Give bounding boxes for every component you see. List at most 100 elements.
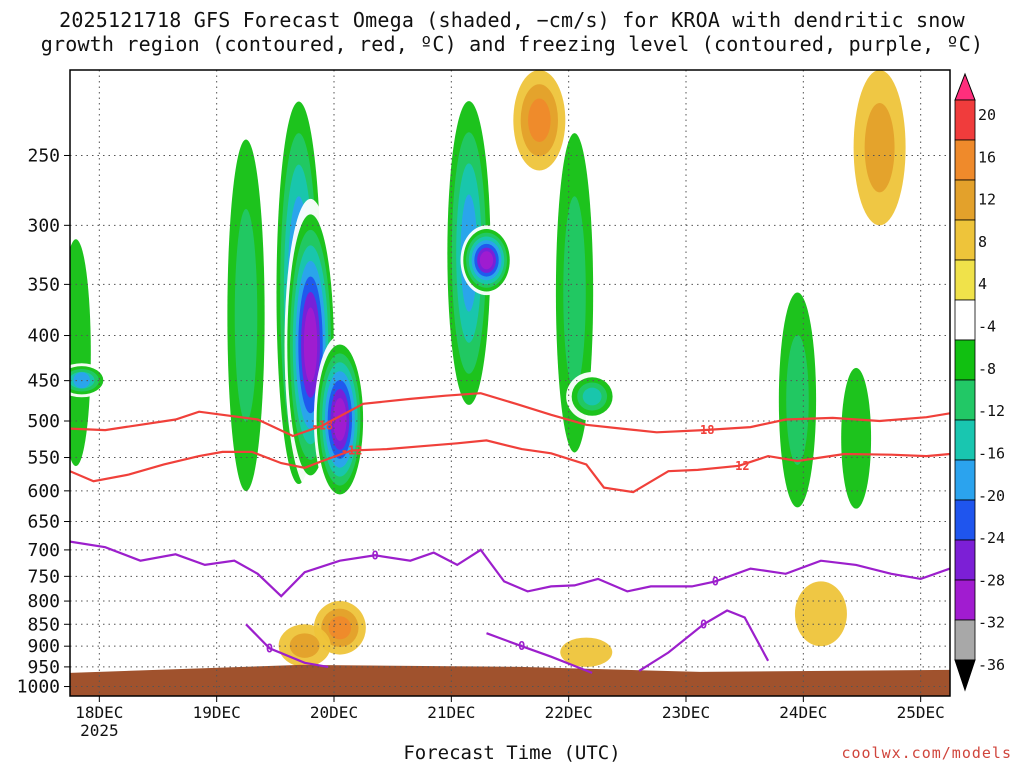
y-tick-label-1000: 1000: [17, 677, 60, 698]
y-tick-label-500: 500: [27, 411, 60, 432]
y-tick-label-550: 550: [27, 448, 60, 469]
omega-cell-14-0: [560, 637, 613, 667]
y-tick-label-950: 950: [27, 657, 60, 678]
omega-cell-15-0: [794, 581, 847, 647]
colorbar-box-2: [954, 179, 976, 221]
colorbar-bottom-arrow: [954, 659, 976, 692]
colorbar-box-1: [954, 139, 976, 181]
omega-cell-17-1: [864, 103, 895, 193]
colorbar-label-11: -28: [978, 571, 1005, 589]
y-tick-label-300: 300: [27, 215, 60, 236]
colorbar-label-5: -4: [978, 318, 996, 336]
colorbar-label-0: 20: [978, 106, 996, 124]
omega-cell-5-7: [333, 397, 347, 441]
colorbar-label-3: 8: [978, 233, 987, 251]
dendritic-contour-label-1: -12: [341, 443, 363, 457]
colorbar-box-6: [954, 339, 976, 381]
x-tick-label-19DEC: 19DEC: [193, 703, 241, 722]
colorbar-top-arrow: [954, 72, 976, 101]
grid-lines: [70, 70, 950, 696]
dendritic-contour-1: [70, 439, 950, 494]
freezing-contour-label-3: 0: [700, 617, 707, 631]
omega-cell-16-2: [528, 98, 551, 143]
freezing-contour-0: [70, 540, 950, 598]
colorbar-box-5: [954, 299, 976, 341]
y-tick-label-700: 700: [27, 540, 60, 561]
dendritic-contour-0: [70, 392, 950, 438]
x-tick-label-18DEC: 18DEC: [75, 703, 123, 722]
colorbar-label-6: -8: [978, 360, 996, 378]
freezing-contour-label-2: 0: [518, 639, 525, 653]
omega-cell-0-1: [70, 239, 91, 467]
freezing-contour-label-1: 0: [266, 641, 273, 655]
omega-cell-9-3: [582, 387, 602, 406]
omega-cell-13-1: [289, 633, 320, 658]
y-tick-label-450: 450: [27, 371, 60, 392]
colorbar-label-1: 16: [978, 148, 996, 166]
y-axis: 2503003504004505005506006507007508008509…: [17, 145, 70, 698]
freezing-contour-1: [245, 623, 329, 668]
colorbar-box-8: [954, 419, 976, 461]
colorbar-box-4: [954, 259, 976, 301]
colorbar-box-0: [954, 99, 976, 141]
colorbar-label-13: -36: [978, 656, 1005, 674]
colorbar-box-10: [954, 499, 976, 541]
y-tick-label-250: 250: [27, 145, 60, 166]
chart-title: 2025121718 GFS Forecast Omega (shaded, −…: [0, 8, 1024, 56]
omega-cell-11-1: [841, 367, 872, 509]
colorbar-box-7: [954, 379, 976, 421]
colorbar-label-12: -32: [978, 614, 1005, 632]
ground-surface: [70, 664, 950, 696]
freezing-contour-label-0: 0: [371, 548, 378, 562]
y-tick-label-750: 750: [27, 566, 60, 587]
omega-cell-7-7: [479, 251, 494, 270]
plot-frame: [69, 69, 951, 697]
colorbar-box-13: [954, 619, 976, 661]
x-tick-label-22DEC: 22DEC: [545, 703, 593, 722]
omega-cell-12-2: [328, 616, 352, 640]
omega-cell-2-2: [234, 209, 258, 422]
x-axis: 18DEC 19DEC 20DEC 21DEC 22DEC 23DEC 24DEC 25DEC…: [75, 696, 945, 740]
colorbar: 20 16 12 8 4 -4 -8 -12 -16 -20 -24 -28 -32 -36: [954, 72, 1005, 692]
chart-title-line2: growth region (contoured, red, ºC) and f…: [40, 32, 984, 56]
y-tick-label-400: 400: [27, 326, 60, 347]
freezing-contour-2: [486, 632, 593, 674]
colorbar-box-11: [954, 539, 976, 581]
x-tick-sublabel: 2025: [80, 721, 119, 740]
x-tick-label-20DEC: 20DEC: [310, 703, 358, 722]
dendritic-contour-label-0: -18: [311, 419, 333, 433]
omega-cell-4-7: [303, 307, 318, 383]
x-tick-label-21DEC: 21DEC: [427, 703, 475, 722]
omega-cell-8-2: [563, 196, 586, 390]
y-tick-label-350: 350: [27, 274, 60, 295]
source-credit[interactable]: coolwx.com/models: [841, 744, 1012, 762]
colorbar-box-9: [954, 459, 976, 501]
colorbar-label-8: -16: [978, 444, 1005, 462]
colorbar-label-2: 12: [978, 191, 996, 209]
colorbar-box-12: [954, 579, 976, 621]
y-tick-label-600: 600: [27, 481, 60, 502]
chart-title-line1: 2025121718 GFS Forecast Omega (shaded, −…: [59, 8, 965, 32]
dendritic-contour-label2-0: -18: [693, 423, 715, 437]
x-tick-label-23DEC: 23DEC: [662, 703, 710, 722]
contour-lines: -18 -18 -12 -12 0 0 0 0 0: [70, 392, 950, 674]
freezing-contour-label2-0: 0: [712, 574, 719, 588]
ground-layer: [70, 664, 950, 696]
y-tick-label-850: 850: [27, 614, 60, 635]
omega-shading: [70, 70, 906, 667]
colorbar-label-10: -24: [978, 529, 1005, 547]
dendritic-contour-label2-1: -12: [728, 459, 750, 473]
x-tick-label-25DEC: 25DEC: [897, 703, 945, 722]
colorbar-box-3: [954, 219, 976, 261]
colorbar-label-7: -12: [978, 402, 1005, 420]
y-tick-label-650: 650: [27, 512, 60, 533]
y-tick-label-900: 900: [27, 636, 60, 657]
x-axis-label: Forecast Time (UTC): [403, 742, 621, 764]
x-tick-label-24DEC: 24DEC: [779, 703, 827, 722]
omega-cell-10-2: [786, 335, 809, 465]
y-tick-label-800: 800: [27, 591, 60, 612]
freezing-contour-3: [638, 609, 770, 672]
colorbar-label-9: -20: [978, 487, 1005, 505]
colorbar-label-4: 4: [978, 275, 987, 293]
